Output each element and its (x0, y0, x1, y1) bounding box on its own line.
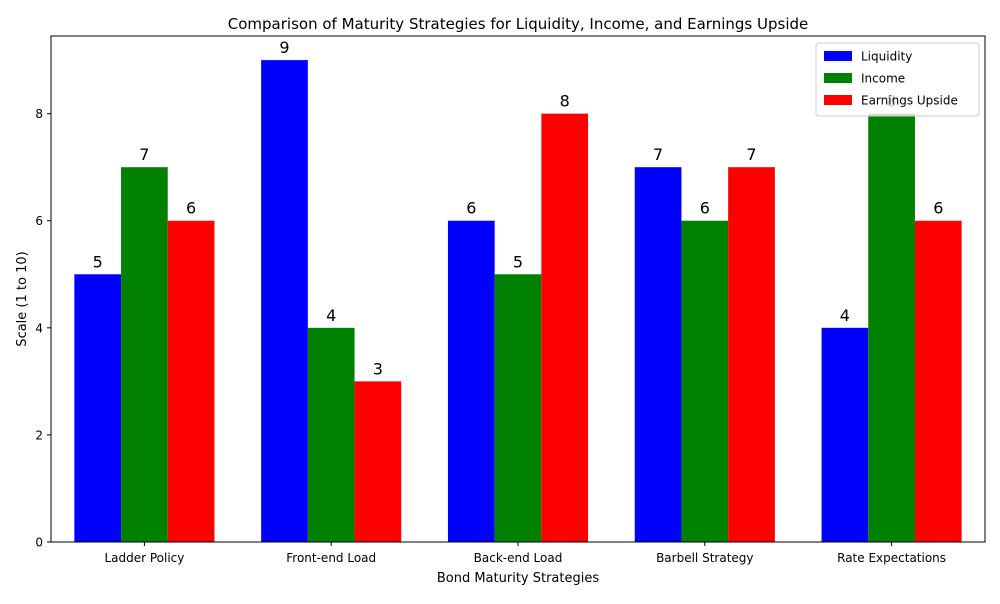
data-label: 3 (373, 359, 383, 378)
data-label: 4 (326, 306, 336, 325)
y-tick-label: 0 (35, 536, 43, 550)
plot-area: 576943658767486 (74, 38, 962, 543)
legend-box (815, 42, 980, 117)
x-tick-label: Rate Expectations (837, 551, 946, 565)
legend-label: Income (861, 72, 905, 86)
bar-income-4 (868, 113, 915, 542)
bar-liquidity-2 (447, 220, 495, 543)
data-label: 7 (653, 145, 663, 164)
axes: 0 2 4 6 8 Ladder Policy Front-end Load Back-end… (35, 35, 986, 565)
bar-earnings-upside-0 (167, 220, 215, 543)
data-label: 9 (279, 38, 289, 57)
data-label: 6 (466, 199, 476, 218)
x-tick-label: Barbell Strategy (656, 551, 753, 565)
x-axis-label: Bond Maturity Strategies (437, 571, 600, 586)
data-label: 7 (139, 145, 149, 164)
chart-title: Comparison of Maturity Strategies for Li… (228, 15, 808, 33)
bar-income-0 (121, 167, 168, 542)
bar-income-3 (681, 220, 729, 543)
legend: Liquidity Income Earnings Upside (815, 42, 980, 117)
y-axis-label: Scale (1 to 10) (15, 251, 30, 346)
data-label: 5 (93, 252, 103, 271)
data-label: 6 (933, 199, 943, 218)
y-tick-label: 8 (35, 107, 43, 121)
bar-earnings-upside-3 (728, 167, 775, 542)
bar-liquidity-0 (74, 274, 122, 542)
legend-swatch-earnings-upside (824, 95, 852, 105)
legend-swatch-liquidity (824, 51, 852, 61)
data-label: 4 (840, 306, 850, 325)
data-label: 7 (746, 145, 756, 164)
legend-label: Earnings Upside (861, 94, 958, 108)
bar-liquidity-4 (821, 327, 869, 542)
data-label: 5 (513, 252, 523, 271)
legend-swatch-income (824, 73, 852, 83)
data-label: 8 (560, 92, 570, 111)
bar-liquidity-1 (261, 60, 308, 542)
x-tick-label: Ladder Policy (104, 551, 184, 565)
y-tick-label: 4 (35, 321, 43, 335)
bar-earnings-upside-4 (914, 220, 962, 543)
legend-label: Liquidity (861, 50, 912, 64)
bar-income-2 (494, 274, 542, 542)
data-label: 6 (700, 199, 710, 218)
y-tick-label: 2 (35, 428, 43, 442)
bar-income-1 (307, 327, 355, 542)
bar-liquidity-3 (634, 167, 682, 542)
bar-earnings-upside-2 (541, 113, 589, 542)
x-tick-label: Front-end Load (286, 551, 376, 565)
y-tick-label: 6 (35, 214, 43, 228)
x-tick-label: Back-end Load (474, 551, 563, 565)
bar-earnings-upside-1 (354, 381, 402, 542)
data-label: 6 (186, 199, 196, 218)
